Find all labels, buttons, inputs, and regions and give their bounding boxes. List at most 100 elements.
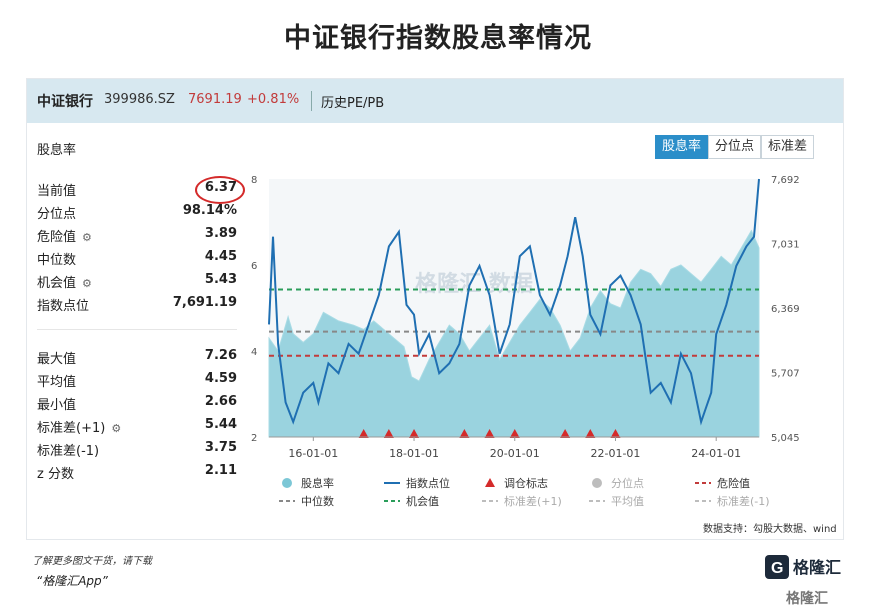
stat-value: 7,691.19 [172, 295, 237, 310]
y-left-tick: 4 [251, 347, 257, 358]
legend-swatch [485, 478, 495, 487]
legend-swatch [282, 478, 292, 488]
stat-label: 中位数 [37, 253, 77, 268]
legend-label: 平均值 [611, 495, 644, 508]
rebalance-marker [560, 429, 571, 438]
legend-swatch [592, 478, 602, 488]
rebalance-marker [509, 429, 520, 438]
legend-item: 调仓标志 [485, 476, 548, 490]
tab-dividend-yield[interactable]: 股息率 [655, 135, 709, 159]
logo-text: 格隆汇 [793, 558, 841, 577]
stat-value: 3.89 [204, 226, 237, 241]
header-separator [311, 91, 312, 111]
rebalance-marker [383, 429, 394, 438]
rebalance-marker [358, 429, 369, 438]
history-pe-pb-link[interactable]: 历史PE/PB [321, 96, 385, 111]
rebalance-marker [409, 429, 420, 438]
legend-item: 指数点位 [384, 476, 450, 490]
stat-label: 当前值 [37, 184, 77, 199]
rebalance-marker [484, 429, 495, 438]
x-tick: 16-01-01 [288, 447, 338, 460]
y-right-tick: 5,045 [771, 433, 800, 444]
dividend-chart: 格隆汇 数据24685,0455,7076,3697,0317,69216-01… [251, 175, 800, 508]
legend-item: 中位数 [279, 494, 334, 508]
stat-row: 指数点位 7,691.19 [37, 295, 237, 315]
legend-label: 标准差(+1) [504, 494, 562, 508]
legend-item: 股息率 [282, 476, 334, 490]
legend-label: 股息率 [301, 476, 334, 490]
stat-row: 标准差(-1) 3.75 [37, 440, 237, 460]
stock-header: 中证银行 399986.SZ 7691.19 +0.81% 历史PE/PB [27, 79, 843, 123]
stat-row: 标准差(+1) ⚙ 5.44 [37, 417, 237, 437]
metric-toggle: 股息率 分位点 标准差 [655, 135, 815, 159]
stat-value: 5.44 [204, 417, 237, 432]
tab-std-dev[interactable]: 标准差 [761, 135, 815, 159]
gear-icon[interactable]: ⚙ [82, 277, 92, 290]
legend-label: 调仓标志 [504, 476, 548, 490]
y-right-tick: 7,031 [771, 239, 800, 250]
chart-card: 中证银行 399986.SZ 7691.19 +0.81% 历史PE/PB 股息… [26, 78, 844, 540]
data-source: 数据支持：勾股大数据、wind [703, 524, 837, 535]
legend-label: 危险值 [717, 476, 750, 490]
stat-label: 标准差(-1) [37, 444, 100, 459]
stock-name: 中证银行 [37, 94, 93, 110]
series-index-line [268, 178, 760, 426]
stat-row: 危险值 ⚙ 3.89 [37, 226, 237, 246]
rebalance-marker [585, 429, 596, 438]
legend-label: 中位数 [301, 494, 334, 508]
y-left-tick: 8 [251, 175, 257, 186]
y-right-tick: 7,692 [771, 175, 800, 186]
gear-icon[interactable]: ⚙ [111, 422, 122, 435]
stat-label: 标准差(+1) ⚙ [37, 421, 122, 436]
x-tick: 22-01-01 [591, 447, 641, 460]
stat-value: 4.59 [204, 371, 237, 386]
stat-value: 3.75 [204, 440, 237, 455]
stat-row: 中位数 4.45 [37, 249, 237, 269]
svg-text:G: G [771, 560, 783, 577]
legend-item: 平均值 [589, 495, 644, 508]
stat-label: 平均值 [37, 375, 77, 390]
legend-item: 机会值 [384, 494, 439, 508]
legend-label: 机会值 [406, 494, 439, 508]
x-tick: 18-01-01 [389, 447, 439, 460]
legend-item: 标准差(+1) [482, 494, 562, 508]
stat-value: 7.26 [204, 348, 237, 363]
y-left-tick: 2 [251, 433, 257, 444]
footer-app-name: “格隆汇App” [36, 574, 108, 588]
current-value-highlight [195, 176, 245, 204]
stat-label: 机会值 ⚙ [37, 276, 92, 291]
footer-download-text: 了解更多图文干货，请下载 [32, 556, 152, 567]
legend-item: 标准差(-1) [695, 494, 770, 508]
gelonghui-logo: G 格隆汇 [765, 555, 841, 579]
y-right-tick: 6,369 [771, 304, 800, 315]
section-title: 股息率 [37, 143, 77, 158]
tab-percentile[interactable]: 分位点 [708, 135, 762, 159]
stat-row: 分位点 98.14% [37, 203, 237, 223]
y-right-tick: 5,707 [771, 368, 800, 379]
stat-label: 指数点位 [37, 299, 90, 314]
legend-label: 指数点位 [406, 476, 450, 490]
watermark: 格隆汇 [786, 591, 828, 607]
stat-value: 4.45 [204, 249, 237, 264]
stat-row: 平均值 4.59 [37, 371, 237, 391]
y-left-tick: 6 [251, 261, 257, 272]
x-tick: 24-01-01 [691, 447, 741, 460]
stat-value: 2.11 [204, 463, 237, 478]
stat-value: 2.66 [204, 394, 237, 409]
stat-row: z 分数 2.11 [37, 463, 237, 483]
stats-divider [37, 329, 237, 330]
stat-row: 最大值 7.26 [37, 348, 237, 368]
rebalance-marker [610, 429, 621, 438]
legend-label: 分位点 [611, 476, 644, 490]
stock-change: +0.81% [247, 92, 300, 107]
gear-icon[interactable]: ⚙ [82, 231, 92, 244]
stat-row: 最小值 2.66 [37, 394, 237, 414]
rebalance-marker [459, 429, 470, 438]
series-dividend-yield-area [268, 229, 760, 438]
legend-item: 危险值 [695, 476, 750, 490]
stat-label: 最大值 [37, 352, 77, 367]
legend-label: 标准差(-1) [717, 494, 770, 508]
stat-label: 最小值 [37, 398, 77, 413]
stock-price: 7691.19 [188, 92, 242, 107]
legend-item: 分位点 [592, 476, 644, 490]
